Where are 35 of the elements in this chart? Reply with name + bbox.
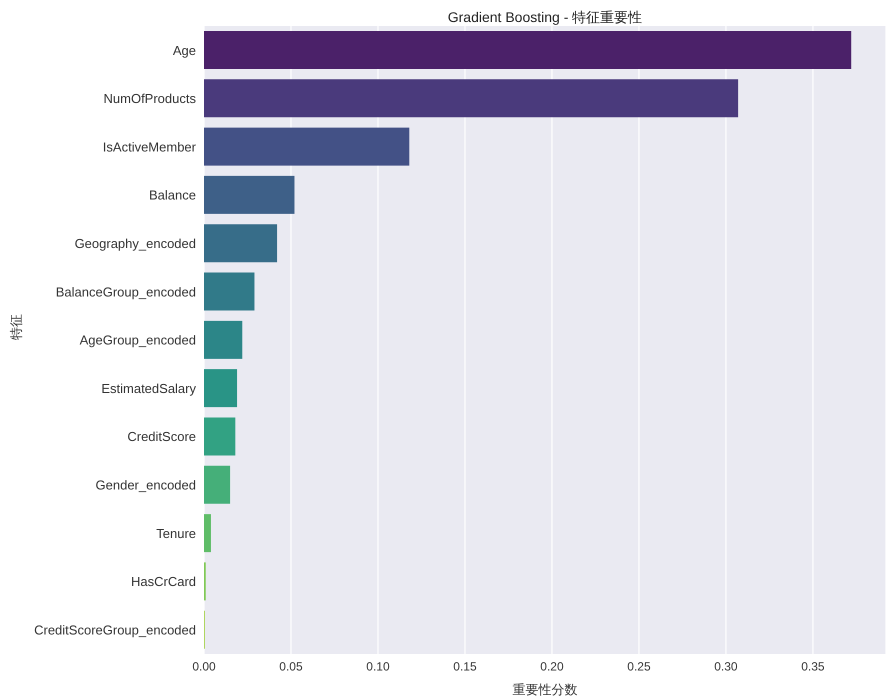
bar bbox=[204, 466, 230, 504]
y-tick-label: CreditScore bbox=[127, 429, 196, 444]
x-tick-label: 0.35 bbox=[801, 660, 825, 674]
chart-title: Gradient Boosting - 特征重要性 bbox=[446, 8, 644, 26]
bar bbox=[204, 31, 852, 69]
y-tick-label: NumOfProducts bbox=[104, 91, 196, 106]
bar bbox=[204, 514, 211, 552]
bar bbox=[204, 128, 410, 166]
bar bbox=[204, 369, 238, 408]
y-tick-label: HasCrCard bbox=[130, 574, 196, 590]
y-tick-label: BalanceGroup_encoded bbox=[56, 284, 196, 300]
bar bbox=[204, 417, 236, 456]
x-tick-label: 0.20 bbox=[540, 660, 564, 674]
x-tick-label: 0.05 bbox=[279, 660, 303, 674]
x-tick-label: 0.30 bbox=[714, 660, 738, 674]
x-axis-title: 重要性分数 bbox=[512, 682, 578, 697]
x-tick-label: 0.00 bbox=[192, 660, 216, 674]
y-axis-title: 特征 bbox=[8, 314, 24, 340]
y-tick-label: Balance bbox=[149, 188, 196, 203]
bar bbox=[204, 176, 294, 214]
x-tick-label: 0.25 bbox=[627, 660, 651, 674]
x-tick-label: 0.15 bbox=[453, 660, 477, 674]
bar bbox=[204, 224, 278, 262]
y-tick-label: EstimatedSalary bbox=[101, 380, 196, 396]
bar bbox=[204, 79, 738, 118]
y-tick-label: AgeGroup_encoded bbox=[80, 332, 196, 348]
y-tick-label: Geography_encoded bbox=[74, 236, 196, 251]
bar bbox=[204, 320, 242, 359]
y-tick-label: CreditScoreGroup_encoded bbox=[34, 622, 196, 638]
y-tick-label: Tenure bbox=[156, 526, 196, 541]
bar bbox=[204, 272, 254, 311]
x-tick-label: 0.10 bbox=[366, 660, 390, 674]
y-tick-label: Age bbox=[172, 42, 196, 58]
y-tick-label: Gender_encoded bbox=[96, 478, 196, 493]
y-tick-label: IsActiveMember bbox=[102, 139, 197, 154]
